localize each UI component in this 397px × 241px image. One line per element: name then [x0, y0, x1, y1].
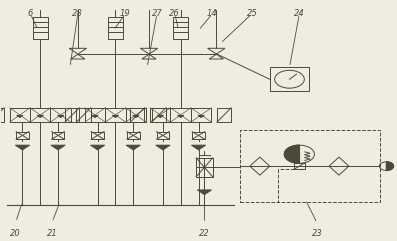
Text: 26: 26 — [170, 9, 180, 18]
Bar — [156, 132, 169, 139]
Text: 6: 6 — [28, 9, 33, 18]
Text: 25: 25 — [247, 9, 257, 18]
Polygon shape — [15, 145, 29, 150]
Bar — [240, 130, 380, 202]
Polygon shape — [284, 145, 299, 163]
Bar — [127, 132, 140, 139]
Bar — [130, 108, 145, 122]
Polygon shape — [126, 145, 141, 150]
Polygon shape — [92, 115, 98, 118]
Polygon shape — [191, 145, 206, 150]
Text: 14: 14 — [207, 9, 218, 18]
Bar — [170, 108, 191, 122]
Polygon shape — [386, 162, 393, 170]
Polygon shape — [51, 145, 65, 150]
Bar — [0, 108, 4, 122]
Polygon shape — [197, 190, 212, 195]
Bar — [191, 108, 211, 122]
Text: 28: 28 — [73, 9, 83, 18]
Bar — [196, 158, 213, 177]
Bar — [65, 108, 79, 122]
Polygon shape — [17, 115, 23, 118]
Polygon shape — [156, 145, 170, 150]
Bar — [294, 163, 305, 169]
Bar — [108, 17, 123, 39]
Text: 22: 22 — [199, 229, 210, 238]
Text: 20: 20 — [10, 229, 21, 238]
Bar — [217, 108, 231, 122]
Polygon shape — [37, 115, 43, 118]
Polygon shape — [177, 115, 184, 118]
Bar — [150, 108, 170, 122]
Text: 23: 23 — [312, 229, 322, 238]
Bar — [85, 108, 105, 122]
Text: 19: 19 — [120, 9, 131, 18]
Text: 24: 24 — [294, 9, 305, 18]
Bar — [77, 108, 91, 122]
Bar — [105, 108, 125, 122]
Bar — [33, 17, 48, 39]
Bar — [50, 108, 71, 122]
Bar — [16, 132, 29, 139]
Bar — [91, 132, 104, 139]
Bar — [173, 17, 188, 39]
Polygon shape — [58, 115, 64, 118]
Bar — [52, 132, 64, 139]
Polygon shape — [133, 115, 139, 118]
Polygon shape — [91, 145, 105, 150]
Bar — [192, 132, 205, 139]
Text: 27: 27 — [152, 9, 162, 18]
Bar — [152, 108, 166, 122]
Text: 21: 21 — [47, 229, 58, 238]
Bar — [10, 108, 30, 122]
Bar — [270, 67, 309, 91]
Bar — [30, 108, 50, 122]
Polygon shape — [112, 115, 119, 118]
Bar — [125, 108, 146, 122]
Polygon shape — [198, 115, 204, 118]
Polygon shape — [157, 115, 164, 118]
